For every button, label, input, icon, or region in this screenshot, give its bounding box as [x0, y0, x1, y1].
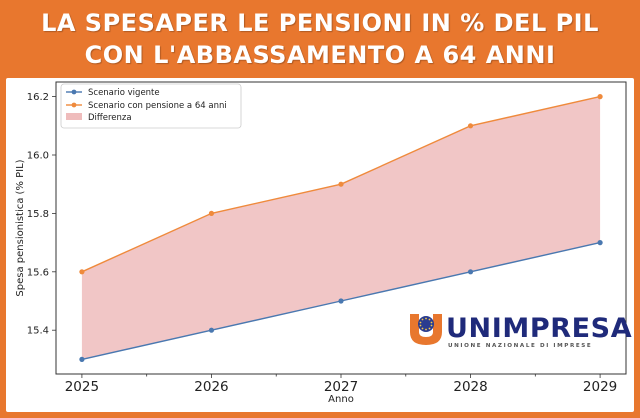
x-tick-label: 2027 — [324, 379, 358, 395]
difference-fill-layer — [81, 96, 601, 360]
legend-label-difference: Differenza — [88, 113, 132, 123]
data-point — [79, 356, 85, 362]
y-tick-label: 15.6 — [27, 267, 49, 278]
line-chart: 15.415.615.816.016.2 2025 2026 2027 2028 202… — [15, 81, 632, 405]
title-line-1: LA SPESAPER LE PENSIONI IN % DEL PIL — [41, 9, 599, 37]
data-point — [467, 123, 474, 129]
x-tick-label: 2025 — [65, 379, 99, 395]
legend-box — [60, 83, 242, 129]
chart-panel: 15.4 15.6 15.8 16.0 16.2 2025 2026 2027 2028 202… — [6, 78, 634, 412]
data-point — [467, 269, 474, 275]
y-tick-label: 15.4 — [27, 326, 49, 337]
x-tick-label: 2026 — [194, 379, 228, 395]
x-axis-label: Anno — [328, 394, 354, 405]
legend-marker-64 — [71, 102, 77, 108]
series-points-layer — [79, 94, 603, 362]
legend-swatch-difference — [66, 113, 82, 120]
data-point — [597, 94, 603, 100]
data-point — [208, 210, 215, 216]
data-point — [338, 298, 344, 304]
x-tick-label: 2029 — [583, 379, 617, 395]
legend-marker-vigente — [71, 89, 77, 95]
y-tick-label: 16.0 — [27, 151, 49, 162]
difference-area — [81, 96, 601, 360]
unimpresa-logo: UNIMPRESA UNIONE NAZIONALE DI IMPRESE — [410, 313, 632, 349]
title-line-2: CON L'ABBASSAMENTO A 64 ANNI — [84, 41, 556, 69]
logo-stars — [419, 317, 433, 331]
legend: Scenario vigente Scenario con pensione a… — [60, 83, 242, 129]
data-point — [597, 240, 603, 246]
title-banner: LA SPESAPER LE PENSIONI IN % DEL PIL CON… — [0, 0, 640, 78]
logo-wordmark: UNIMPRESA — [446, 313, 632, 344]
y-axis-label: Spesa pensionistica (% PIL) — [15, 159, 26, 296]
data-point — [208, 327, 215, 333]
y-axis: 15.4 15.6 15.8 16.0 16.2 — [27, 92, 56, 337]
x-axis: 2025 2026 2027 2028 2029 — [65, 374, 617, 395]
logo-u-mark — [410, 314, 442, 345]
y-tick-label: 16.2 — [27, 92, 49, 103]
data-point — [79, 269, 85, 275]
legend-label-vigente: Scenario vigente — [88, 88, 160, 98]
data-point — [338, 181, 344, 187]
legend-label-64: Scenario con pensione a 64 anni — [88, 101, 227, 111]
y-tick-label: 15.8 — [27, 209, 49, 220]
logo-tagline: UNIONE NAZIONALE DI IMPRESE — [448, 343, 592, 349]
x-tick-label: 2028 — [453, 379, 487, 395]
